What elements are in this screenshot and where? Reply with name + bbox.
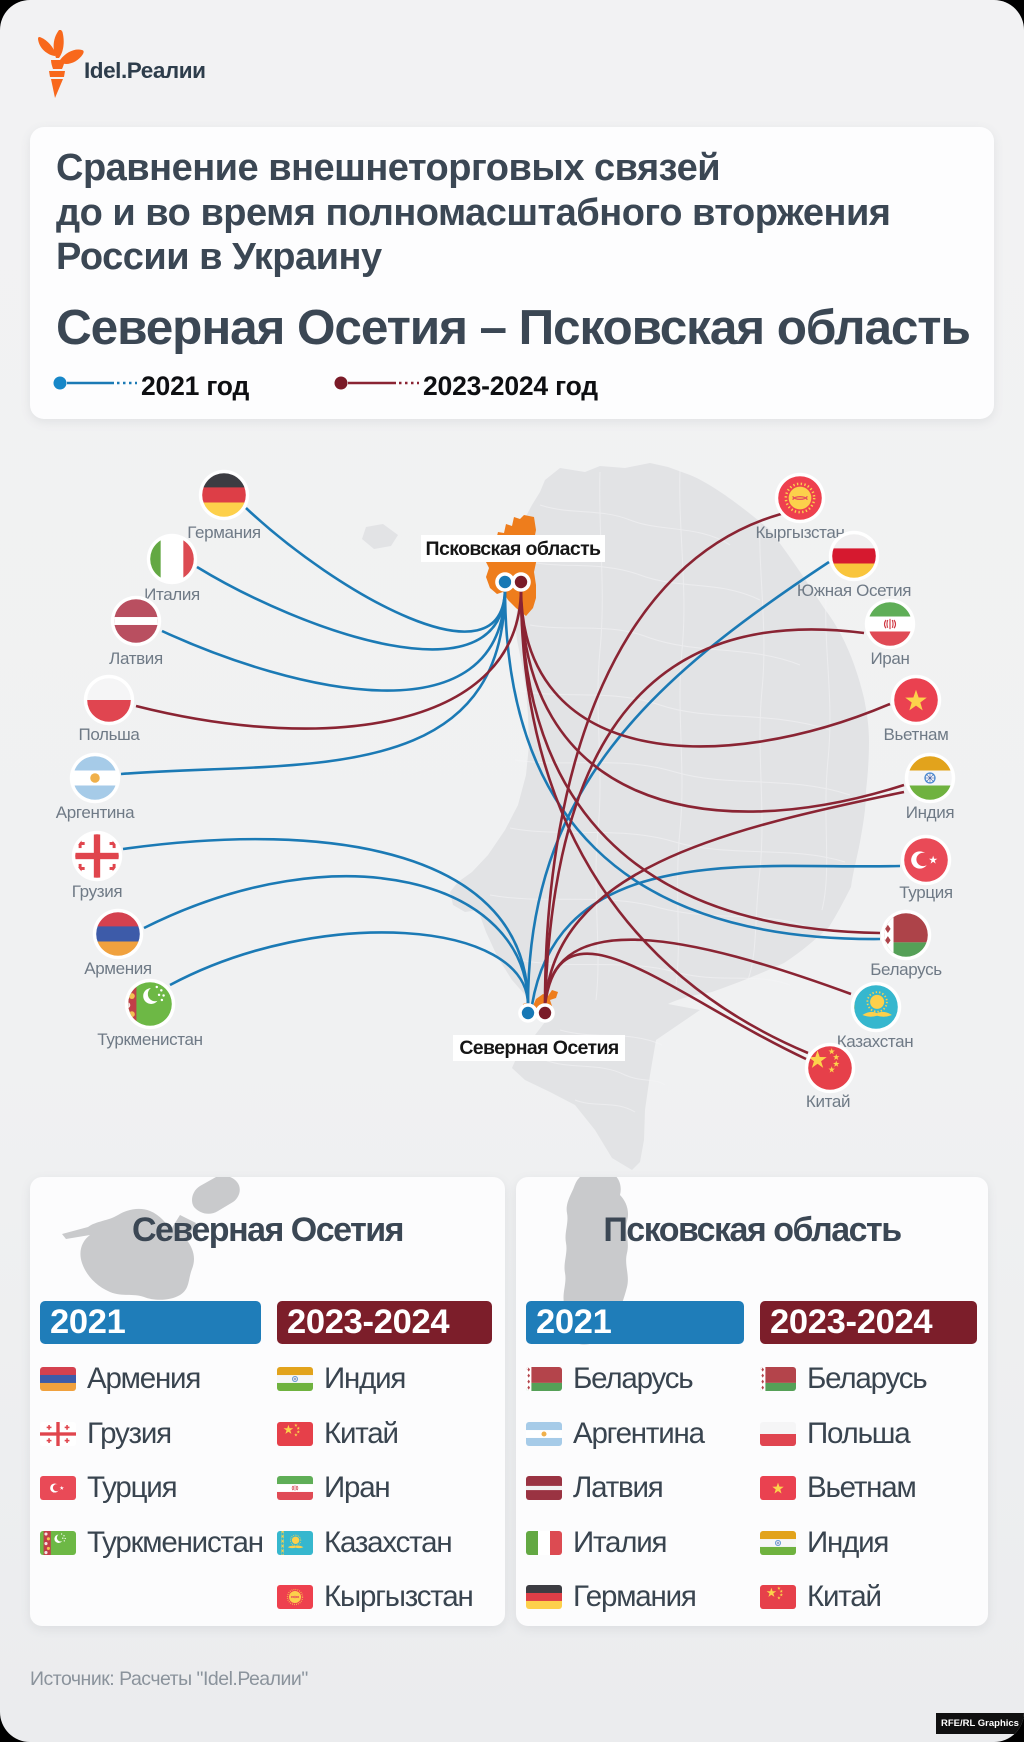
svg-text:Беларусь: Беларусь	[870, 960, 942, 979]
svg-text:Вьетнам: Вьетнам	[884, 725, 949, 744]
svg-text:Германия: Германия	[187, 523, 261, 542]
svg-text:Туркменистан: Туркменистан	[97, 1030, 202, 1049]
svg-text:Латвия: Латвия	[109, 649, 163, 668]
svg-text:Псковская область: Псковская область	[426, 538, 602, 560]
svg-text:Кыргызстан: Кыргызстан	[755, 523, 844, 542]
svg-text:Аргентина: Аргентина	[56, 803, 135, 822]
svg-text:Польша: Польша	[78, 725, 140, 744]
svg-text:Италия: Италия	[144, 585, 200, 604]
svg-text:Грузия: Грузия	[72, 882, 123, 901]
svg-text:Казахстан: Казахстан	[837, 1032, 914, 1051]
svg-text:Турция: Турция	[899, 883, 953, 902]
svg-text:Китай: Китай	[806, 1092, 850, 1111]
svg-text:Иран: Иран	[870, 649, 909, 668]
svg-text:Армения: Армения	[84, 959, 152, 978]
svg-text:Южная Осетия: Южная Осетия	[797, 581, 911, 600]
svg-text:Индия: Индия	[906, 803, 955, 822]
svg-text:Северная Осетия: Северная Осетия	[459, 1037, 619, 1059]
